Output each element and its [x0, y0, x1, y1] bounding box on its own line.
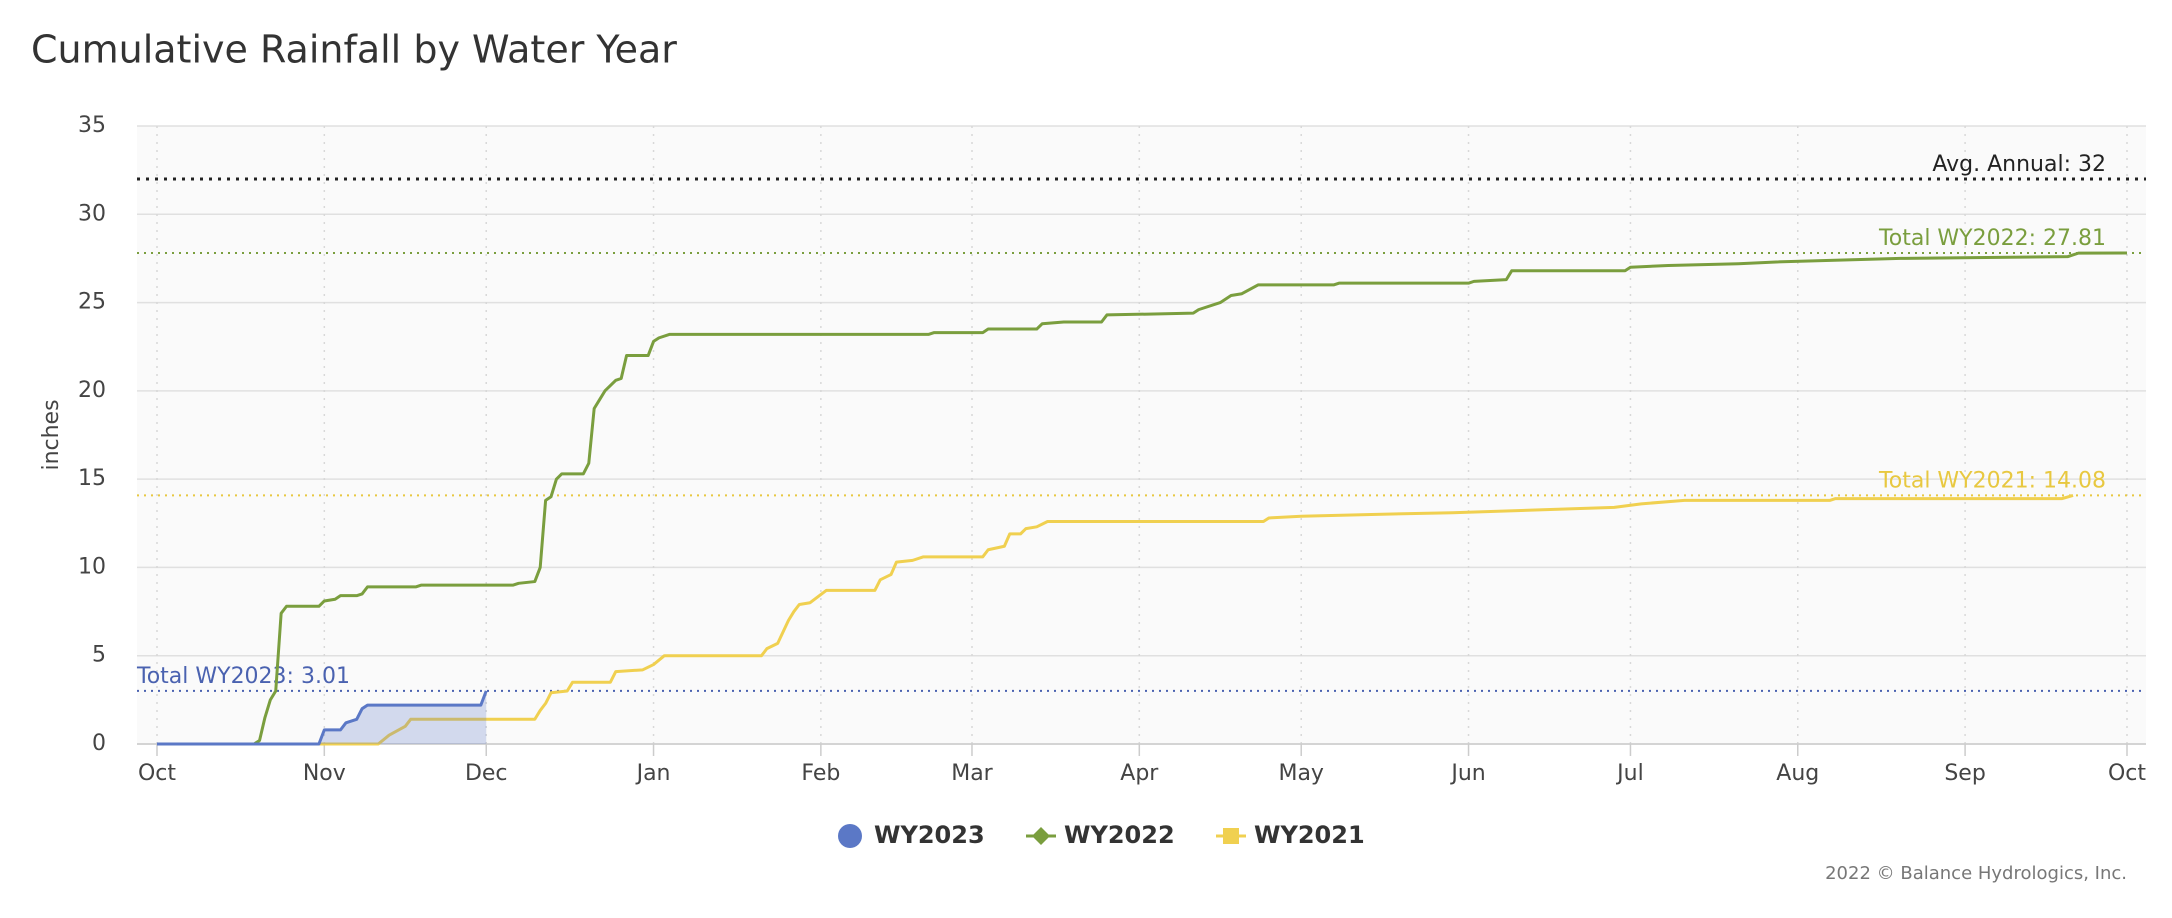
x-tick-label: Jun: [1449, 761, 1485, 786]
x-tick-label: Mar: [951, 761, 993, 786]
x-tick-label: Jul: [1615, 761, 1644, 786]
x-tick-label: Aug: [1776, 761, 1819, 786]
plot-line-label: Total WY2021: 14.08: [1878, 468, 2106, 493]
line: [157, 251, 2128, 746]
x-tick-label: Sep: [1944, 761, 1985, 786]
legend-label: WY2021: [1254, 821, 1365, 849]
y-tick-label: 15: [78, 466, 106, 491]
chart-title: Cumulative Rainfall by Water Year: [31, 28, 677, 72]
x-tick-label: Apr: [1120, 761, 1159, 786]
x-tick-label: Nov: [303, 761, 346, 786]
legend-marker: [838, 824, 862, 848]
legend-item[interactable]: WY2021: [1216, 821, 1365, 849]
y-tick-label: 20: [78, 378, 106, 403]
legend-marker: [1032, 827, 1050, 845]
x-tick-label: Feb: [801, 761, 840, 786]
line: [157, 690, 488, 746]
y-tick-label: 30: [78, 201, 106, 226]
plot-background: [137, 126, 2146, 744]
legend-label: WY2023: [874, 821, 985, 849]
x-tick-label: Dec: [465, 761, 508, 786]
x-tick-label: Oct: [138, 761, 176, 786]
plot-line-label: Total WY2022: 27.81: [1878, 226, 2106, 251]
y-tick-label: 25: [78, 290, 106, 315]
area: [157, 690, 487, 744]
x-tick-label: May: [1278, 761, 1323, 786]
y-tick-label: 0: [92, 731, 106, 756]
legend-marker: [1223, 828, 1239, 844]
y-tick-label: 35: [78, 113, 106, 138]
legend-label: WY2022: [1064, 821, 1175, 849]
y-tick-label: 10: [78, 554, 106, 579]
x-tick-label: Jan: [635, 761, 671, 786]
plot-line-label: Total WY2023: 3.01: [136, 664, 350, 689]
line: [157, 493, 2074, 746]
legend-item[interactable]: WY2022: [1026, 821, 1175, 849]
legend-item[interactable]: WY2023: [838, 821, 985, 849]
y-axis-label: inches: [39, 399, 64, 470]
y-tick-label: 5: [92, 643, 106, 668]
plot-line-label: Avg. Annual: 32: [1932, 152, 2106, 177]
credit: 2022 © Balance Hydrologics, Inc.: [1825, 863, 2127, 884]
x-tick-label: Oct: [2108, 761, 2146, 786]
